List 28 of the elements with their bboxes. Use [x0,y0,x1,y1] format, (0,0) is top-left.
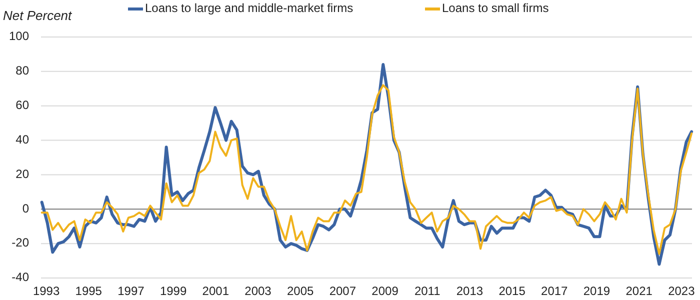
x-tick-label: 2021 [626,284,653,298]
x-tick-label: 1993 [32,284,60,298]
x-tick-label: 1999 [160,284,187,298]
x-tick-label: 2011 [414,284,441,298]
y-axis-title: Net Percent [3,8,74,23]
legend-label: Loans to large and middle-market firms [145,1,354,16]
x-tick-label: 2003 [244,284,272,298]
y-tick-label: 0 [22,201,30,216]
y-tick-label: -40 [12,270,30,284]
x-tick-label: 2015 [498,284,526,298]
x-tick-label: 2017 [541,284,568,298]
x-tick-label: 2005 [286,284,314,298]
x-tick-label: 2007 [329,284,356,298]
y-tick-label: 60 [16,98,30,112]
legend-label: Loans to small firms [442,1,549,16]
line-series [40,84,693,255]
x-tick-label: 2023 [668,284,696,298]
x-tick-label: 2009 [372,284,399,298]
x-tick-label: 1995 [75,284,102,298]
y-tick-label: 100 [8,29,30,44]
y-tick-label: 80 [16,64,30,78]
x-tick-label: 1997 [118,284,145,298]
y-tick-label: 40 [16,132,30,146]
x-tick-label: 2013 [456,284,484,298]
y-tick-label: -20 [12,236,30,250]
x-tick-label: 2001 [202,284,230,298]
y-tick-label: 20 [16,166,30,181]
x-tick-label: 2019 [583,284,610,298]
